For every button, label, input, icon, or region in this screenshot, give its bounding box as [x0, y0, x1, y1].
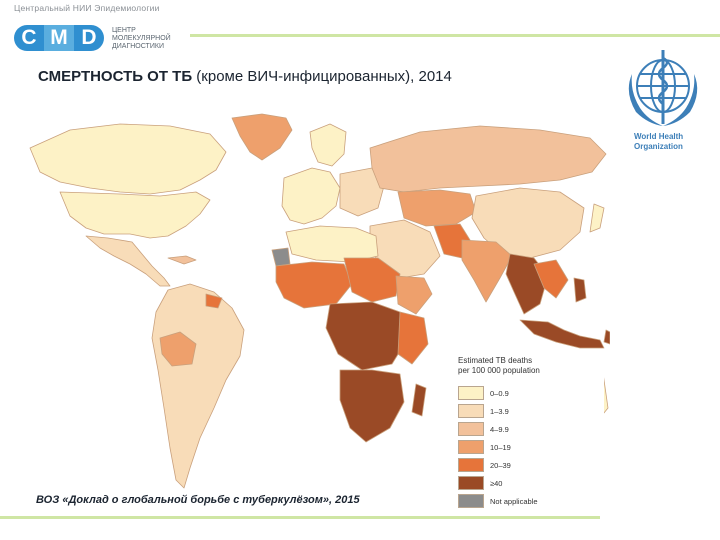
- legend-label: 0–0.9: [490, 388, 509, 398]
- org-name: Центральный НИИ Эпидемиологии: [14, 3, 160, 13]
- region-western-sahara: [271, 247, 291, 267]
- top-divider: [190, 34, 720, 37]
- region-scandinavia: [309, 123, 347, 167]
- legend-label: 1–3.9: [490, 406, 509, 416]
- logo-letter-c: C: [14, 25, 44, 51]
- region-indonesia: [519, 319, 605, 349]
- legend-swatch: [458, 458, 484, 472]
- slide-title: СМЕРТНОСТЬ ОТ ТБ (кроме ВИЧ-инфицированн…: [38, 68, 452, 85]
- region-central-africa: [325, 301, 409, 371]
- who-line-1: World Health: [634, 132, 684, 141]
- who-line-2: Organization: [634, 142, 683, 151]
- legend-item: 20–39: [458, 458, 511, 472]
- region-east-africa: [397, 311, 429, 365]
- map-legend: Estimated TB deaths per 100 000 populati…: [454, 352, 604, 514]
- logo-letter-d: D: [74, 25, 104, 51]
- legend-swatch: [458, 422, 484, 436]
- region-caribbean: [167, 255, 197, 265]
- region-china: [471, 187, 585, 259]
- region-india: [461, 239, 513, 303]
- legend-label: Not applicable: [490, 496, 538, 506]
- legend-item: ≥40: [458, 476, 502, 490]
- who-name: World Health Organization: [634, 132, 683, 152]
- legend-swatch: [458, 404, 484, 418]
- who-emblem-icon: [628, 50, 698, 126]
- region-south-america: [151, 283, 245, 489]
- title-regular: (кроме ВИЧ-инфицированных), 2014: [192, 68, 452, 85]
- legend-item: 10–19: [458, 440, 511, 454]
- legend-swatch: [458, 476, 484, 490]
- region-greenland: [231, 113, 293, 161]
- region-central-asia: [397, 189, 477, 227]
- region-guyana: [205, 293, 223, 309]
- legend-item: Not applicable: [458, 494, 538, 508]
- legend-swatch: [458, 494, 484, 508]
- region-mexico: [85, 235, 171, 287]
- legend-title-line-1: Estimated TB deaths: [458, 356, 533, 365]
- legend-item: 4–9.9: [458, 422, 509, 436]
- region-southern-africa: [339, 369, 405, 443]
- legend-label: 4–9.9: [490, 424, 509, 434]
- region-europe-west: [281, 167, 341, 225]
- source-caption: ВОЗ «Доклад о глобальной борьбе с туберк…: [36, 494, 360, 506]
- region-russia: [369, 125, 607, 193]
- region-north-africa: [285, 225, 379, 263]
- region-canada: [29, 123, 227, 195]
- legend-label: 20–39: [490, 460, 511, 470]
- legend-item: 1–3.9: [458, 404, 509, 418]
- region-west-africa: [275, 261, 353, 309]
- logo-letter-m: M: [44, 25, 74, 51]
- region-indochina: [533, 259, 569, 299]
- legend-item: 0–0.9: [458, 386, 509, 400]
- region-png: [603, 329, 610, 345]
- cmd-logo: C M D ЦЕНТР МОЛЕКУЛЯРНОЙ ДИАГНОСТИКИ: [14, 25, 171, 55]
- legend-title: Estimated TB deaths per 100 000 populati…: [458, 356, 540, 376]
- bottom-divider: [0, 516, 600, 519]
- region-madagascar: [411, 383, 427, 417]
- region-bolivia-peru: [159, 331, 197, 367]
- region-horn-africa: [395, 275, 433, 315]
- region-sahel: [343, 257, 401, 303]
- region-philippines: [573, 277, 587, 303]
- world-map: [29, 113, 610, 489]
- title-bold: СМЕРТНОСТЬ ОТ ТБ: [38, 68, 193, 85]
- legend-label: 10–19: [490, 442, 511, 452]
- legend-swatch: [458, 386, 484, 400]
- legend-label: ≥40: [490, 478, 503, 488]
- region-usa: [59, 191, 211, 239]
- logo-subtitle: ЦЕНТР МОЛЕКУЛЯРНОЙ ДИАГНОСТИКИ: [112, 27, 171, 50]
- legend-title-line-2: per 100 000 population: [458, 366, 540, 375]
- region-japan: [589, 203, 605, 233]
- legend-swatch: [458, 440, 484, 454]
